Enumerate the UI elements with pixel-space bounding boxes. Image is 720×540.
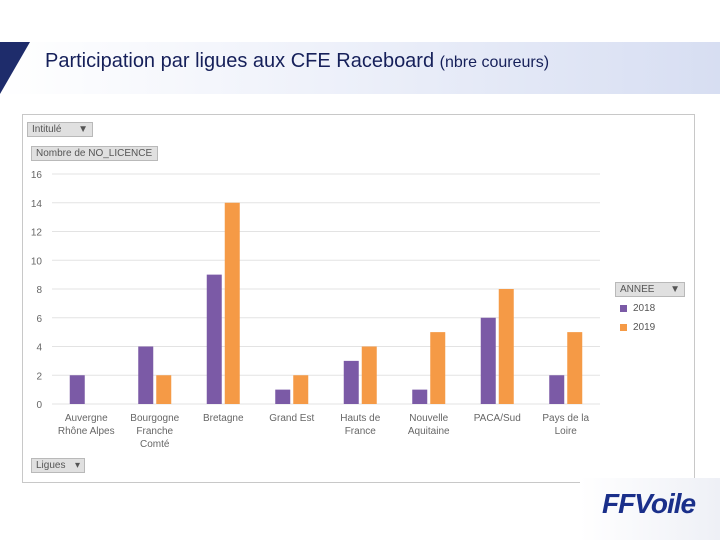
y-tick-label: 10 [31, 256, 43, 267]
intitule-label: Intitulé [32, 124, 62, 135]
x-tick-label: France [345, 426, 377, 437]
page-title: Participation par ligues aux CFE Raceboa… [45, 50, 549, 73]
measure-label: Nombre de NO_LICENCE [36, 148, 153, 159]
bar-2018 [480, 317, 496, 404]
bar-2018 [412, 389, 428, 404]
legend-label-2018: 2018 [633, 303, 656, 314]
legend-swatch-2018 [620, 304, 627, 312]
bar-2019 [498, 289, 514, 404]
page-title-main: Participation par ligues aux CFE Raceboa… [45, 50, 435, 72]
pivot-chart-panel [22, 114, 695, 483]
intitule-filter-button[interactable]: Intitulé ▼ [27, 122, 93, 137]
legend-swatch-2019 [620, 323, 627, 331]
x-tick-label: Auvergne [65, 413, 108, 424]
x-tick-label: Bourgogne [130, 413, 179, 424]
chevron-down-icon: ▾ [74, 460, 80, 471]
annee-label: ANNEE [620, 284, 655, 295]
bar-2019 [430, 332, 446, 404]
title-bar [0, 42, 720, 94]
logo-background [580, 478, 720, 540]
bar-2019 [156, 375, 172, 404]
x-tick-label: Nouvelle [409, 413, 448, 424]
x-tick-label: Loire [555, 426, 578, 437]
logo-voile: Voile [634, 488, 696, 519]
filter-icon: ▼ [670, 284, 680, 295]
x-tick-label: Grand Est [269, 413, 314, 424]
measure-field-button[interactable]: Nombre de NO_LICENCE [31, 146, 158, 161]
page-title-sub: (nbre coureurs) [439, 54, 550, 71]
ligues-field-button[interactable]: Ligues ▾ [31, 458, 85, 473]
bar-2018 [138, 346, 154, 404]
x-tick-label: Bretagne [203, 413, 244, 424]
x-tick-label: Hauts de [340, 413, 380, 424]
y-tick-label: 8 [36, 285, 42, 296]
bar-2018 [206, 274, 222, 404]
x-tick-label: Aquitaine [408, 426, 450, 437]
bar-2018 [275, 389, 291, 404]
bar-2019 [224, 202, 240, 404]
ligues-label: Ligues [36, 460, 66, 471]
filter-icon: ▼ [78, 124, 88, 135]
y-tick-label: 2 [36, 371, 42, 382]
annee-filter-button[interactable]: ANNEE ▼ [615, 282, 685, 297]
bar-2019 [361, 346, 377, 404]
y-tick-label: 6 [36, 314, 42, 325]
y-tick-label: 14 [31, 199, 43, 210]
legend-item-2018: 2018 [620, 303, 655, 314]
bar-2019 [567, 332, 583, 404]
x-tick-label: Franche [136, 426, 173, 437]
x-tick-label: Pays de la [542, 413, 589, 424]
legend-item-2019: 2019 [620, 322, 655, 333]
legend-label-2019: 2019 [633, 322, 656, 333]
bar-2019 [293, 375, 309, 404]
x-tick-label: Comté [140, 439, 170, 450]
ffvoile-logo: FFVoile [602, 488, 696, 520]
bar-2018 [69, 375, 85, 404]
x-tick-label: PACA/Sud [474, 413, 521, 424]
y-tick-label: 0 [36, 400, 42, 411]
bar-2018 [549, 375, 565, 404]
logo-ff: FF [602, 488, 635, 519]
bar-2018 [343, 360, 359, 404]
x-tick-label: Rhône Alpes [58, 426, 115, 437]
title-accent-shape [0, 42, 30, 94]
y-tick-label: 16 [31, 170, 43, 181]
y-tick-label: 12 [31, 228, 43, 239]
y-tick-label: 4 [36, 343, 42, 354]
